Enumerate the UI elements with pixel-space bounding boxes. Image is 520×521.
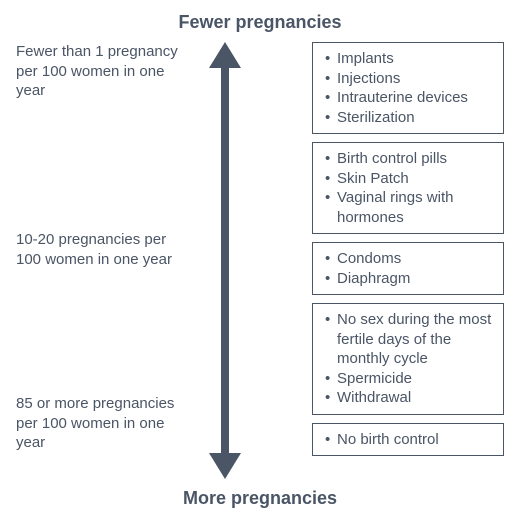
method-list: Birth control pills Skin Patch Vaginal r… bbox=[323, 149, 493, 227]
scale-label-mid: 10-20 pregnancies per 100 women in one y… bbox=[16, 230, 186, 269]
scale-label-bottom: 85 or more pregnancies per 100 women in … bbox=[16, 394, 186, 453]
method-item: Skin Patch bbox=[323, 169, 493, 189]
method-box-tier1: Implants Injections Intrauterine devices… bbox=[312, 42, 504, 134]
method-item: Withdrawal bbox=[323, 388, 493, 408]
arrow-down-icon bbox=[209, 453, 241, 479]
method-item: Vaginal rings with hormones bbox=[323, 188, 493, 227]
method-item: Spermicide bbox=[323, 369, 493, 389]
method-list: No birth control bbox=[323, 430, 493, 450]
method-box-tier5: No birth control bbox=[312, 423, 504, 457]
method-boxes: Implants Injections Intrauterine devices… bbox=[312, 42, 504, 456]
method-box-tier4: No sex during the most fertile days of t… bbox=[312, 303, 504, 415]
method-list: Condoms Diaphragm bbox=[323, 249, 493, 288]
scale-label-top: Fewer than 1 pregnancy per 100 women in … bbox=[16, 42, 186, 101]
method-list: Implants Injections Intrauterine devices… bbox=[323, 49, 493, 127]
title-top: Fewer pregnancies bbox=[0, 12, 520, 33]
method-box-tier3: Condoms Diaphragm bbox=[312, 242, 504, 295]
arrow-up-icon bbox=[209, 42, 241, 68]
method-item: No sex during the most fertile days of t… bbox=[323, 310, 493, 369]
effectiveness-arrow bbox=[200, 42, 250, 479]
method-item: Condoms bbox=[323, 249, 493, 269]
method-item: Birth control pills bbox=[323, 149, 493, 169]
method-box-tier2: Birth control pills Skin Patch Vaginal r… bbox=[312, 142, 504, 234]
method-item: Intrauterine devices bbox=[323, 88, 493, 108]
method-item: No birth control bbox=[323, 430, 493, 450]
method-item: Implants bbox=[323, 49, 493, 69]
method-list: No sex during the most fertile days of t… bbox=[323, 310, 493, 408]
method-item: Injections bbox=[323, 69, 493, 89]
title-bottom: More pregnancies bbox=[0, 488, 520, 509]
method-item: Diaphragm bbox=[323, 269, 493, 289]
arrow-shaft bbox=[221, 68, 229, 453]
method-item: Sterilization bbox=[323, 108, 493, 128]
